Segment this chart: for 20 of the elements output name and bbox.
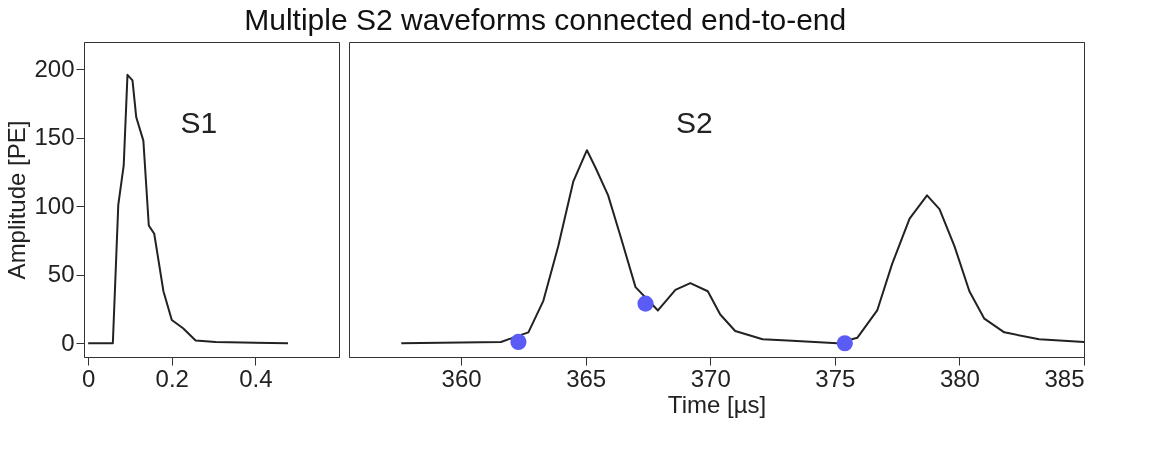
text: Multiple S2 waveforms connected end-to-end bbox=[244, 2, 847, 36]
x-tick-label: 375 bbox=[815, 364, 856, 392]
line-series bbox=[87, 73, 289, 345]
x-tick-label: 370 bbox=[690, 364, 731, 392]
y-axis-title: Amplitude [PE] bbox=[3, 120, 31, 280]
y-tick-label: 100 bbox=[34, 191, 75, 219]
x-tick-label: 380 bbox=[939, 364, 980, 392]
x-tick-label: 360 bbox=[441, 364, 482, 392]
x-axis-title: Time [µs] bbox=[667, 390, 767, 418]
y-tick-label: 200 bbox=[34, 54, 75, 82]
x-tick-label: 0.4 bbox=[239, 364, 273, 392]
x-tick-label: 0.2 bbox=[155, 364, 189, 392]
y-tick-label: 150 bbox=[34, 123, 75, 151]
annotation: S1 bbox=[180, 105, 218, 139]
annotation: S2 bbox=[676, 105, 713, 139]
x-tick-label: 385 bbox=[1044, 364, 1085, 392]
y-tick-label: 50 bbox=[47, 260, 75, 288]
x-tick-label: 365 bbox=[566, 364, 607, 392]
y-tick-label: 0 bbox=[61, 328, 75, 356]
x-tick-label: 0 bbox=[82, 364, 96, 392]
